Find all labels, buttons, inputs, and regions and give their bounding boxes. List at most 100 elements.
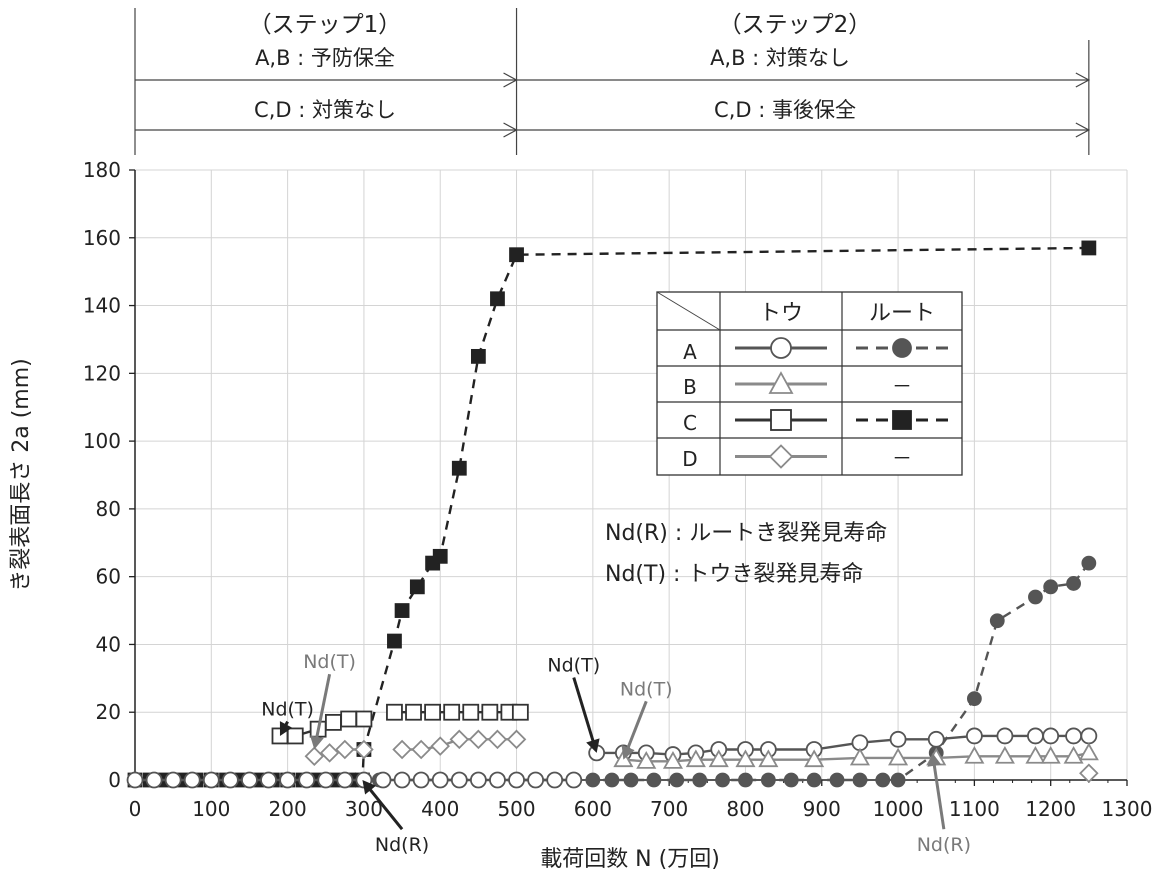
- annotation-label: Nd(T): [303, 651, 356, 673]
- data-point: [1063, 745, 1084, 764]
- annotation-arrowhead: [310, 735, 324, 750]
- legend-col-root: ルート: [869, 301, 935, 326]
- y-tick-label: 40: [96, 632, 121, 656]
- data-point: [1079, 763, 1099, 783]
- annotation-arrow: [572, 677, 596, 745]
- data-point: [424, 703, 442, 721]
- legend-col-toe: トウ: [759, 301, 803, 326]
- step1-ab-label: A,B : 予防保全: [255, 46, 395, 70]
- data-point: [662, 751, 684, 769]
- data-point: [487, 729, 508, 750]
- data-point: [392, 739, 412, 760]
- data-point: [735, 749, 756, 768]
- data-point: [469, 771, 487, 789]
- legend-diagonal: [656, 291, 721, 331]
- data-point: [443, 703, 461, 721]
- data-point: [411, 739, 431, 760]
- x-tick-label: 100: [192, 797, 230, 821]
- series-3: [304, 729, 1099, 783]
- data-point: [450, 771, 468, 789]
- data-point: [298, 771, 316, 789]
- annotation-arrow: [366, 786, 404, 831]
- data-point: [393, 771, 411, 789]
- step2-ab-label: A,B : 対策なし: [710, 46, 850, 70]
- data-point: [1066, 576, 1081, 591]
- data-point: [623, 772, 639, 788]
- data-point: [324, 713, 342, 731]
- data-point: [685, 749, 706, 768]
- data-point: [875, 772, 891, 788]
- x-tick-label: 1000: [873, 797, 924, 821]
- step1-title: （ステップ1）: [249, 12, 402, 38]
- data-point: [1081, 240, 1097, 256]
- data-point: [1078, 742, 1099, 761]
- annotation-label: Nd(T): [261, 699, 314, 721]
- data-point: [241, 771, 258, 789]
- x-tick-label: 0: [129, 797, 142, 821]
- data-point: [279, 771, 297, 789]
- annotation-arrow: [932, 761, 946, 830]
- data-point: [636, 751, 657, 769]
- legend-marker-D-toe: [768, 444, 794, 469]
- series-4: [371, 555, 1097, 788]
- data-point: [1080, 727, 1098, 745]
- data-point: [966, 691, 982, 707]
- series-0: [126, 727, 1098, 789]
- data-point: [260, 771, 277, 789]
- data-point: [1028, 589, 1043, 605]
- data-point: [451, 460, 467, 476]
- data-point: [319, 743, 340, 763]
- data-point: [849, 747, 870, 766]
- data-point: [354, 739, 374, 760]
- legend-marker-C-root: [892, 410, 912, 430]
- data-point: [335, 739, 355, 760]
- data-point: [1027, 727, 1044, 745]
- data-point: [490, 291, 505, 307]
- data-point: [462, 703, 480, 721]
- data-point: [1081, 555, 1097, 571]
- data-point: [852, 772, 868, 788]
- data-point: [409, 579, 425, 595]
- data-point: [449, 729, 470, 750]
- data-point: [387, 633, 402, 649]
- data-point: [783, 772, 799, 788]
- y-tick-label: 160: [83, 226, 121, 250]
- data-point: [996, 727, 1014, 745]
- data-point: [890, 772, 906, 788]
- data-point: [546, 771, 564, 789]
- legend-symbols: [735, 337, 948, 469]
- data-point: [470, 348, 486, 364]
- y-tick-label: 180: [83, 158, 121, 182]
- step-arrows: [134, 8, 1091, 155]
- data-point: [340, 710, 358, 728]
- data-point: [565, 771, 583, 789]
- data-point: [964, 745, 985, 764]
- data-point: [221, 771, 239, 789]
- data-point: [431, 771, 449, 789]
- legend-marker-A-toe: [770, 337, 792, 359]
- data-point: [511, 703, 529, 721]
- data-point: [355, 710, 373, 728]
- data-point: [412, 771, 430, 789]
- legend-marker-B-toe: [768, 371, 794, 394]
- step-header: （ステップ1） （ステップ2） A,B : 予防保全 A,B : 対策なし C,…: [134, 8, 1091, 155]
- step2-title: （ステップ2）: [719, 12, 872, 38]
- y-tick-label: 120: [83, 361, 121, 385]
- legend-row-c: C: [683, 411, 697, 435]
- legend-marker-A-root: [892, 338, 912, 358]
- x-tick-label: 800: [726, 797, 764, 821]
- data-point: [708, 749, 729, 768]
- x-tick-label: 200: [269, 797, 307, 821]
- data-point: [738, 772, 753, 788]
- annotation-label: Nd(R): [917, 834, 971, 856]
- data-point: [989, 613, 1005, 629]
- annotation-arrowhead: [621, 745, 635, 760]
- y-tick-label: 60: [96, 565, 121, 589]
- annotation-arrowhead: [586, 738, 600, 753]
- data-point: [1043, 579, 1059, 595]
- annotation-arrowhead: [362, 780, 377, 795]
- annotation-arrowhead: [927, 752, 942, 767]
- series-1: [613, 742, 1099, 769]
- x-tick-label: 600: [574, 797, 612, 821]
